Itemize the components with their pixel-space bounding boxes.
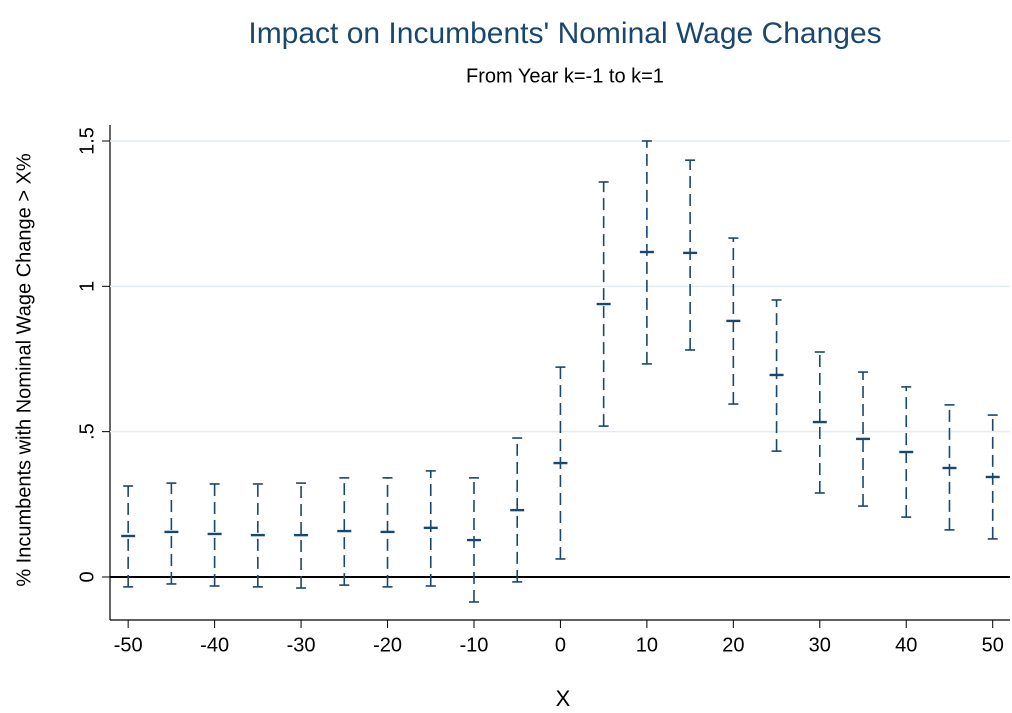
x-tick-label: 20 — [722, 634, 744, 656]
x-tick-label: -20 — [373, 634, 402, 656]
y-tick-label: .5 — [76, 423, 98, 440]
x-tick-label: 40 — [895, 634, 917, 656]
chart-title: Impact on Incumbents' Nominal Wage Chang… — [248, 17, 881, 50]
x-tick-label: -40 — [200, 634, 229, 656]
x-tick-label: -30 — [287, 634, 316, 656]
y-axis-title: % Incumbents with Nominal Wage Change > … — [13, 153, 35, 587]
chart-subtitle: From Year k=-1 to k=1 — [466, 65, 664, 87]
y-tick-label: 1 — [76, 281, 98, 292]
y-tick-label: 1.5 — [76, 127, 98, 155]
x-tick-label: 0 — [555, 634, 566, 656]
x-tick-label: 30 — [809, 634, 831, 656]
x-tick-label: -50 — [114, 634, 143, 656]
y-tick-label: 0 — [76, 571, 98, 582]
x-tick-label: -10 — [460, 634, 489, 656]
x-tick-label: 50 — [982, 634, 1004, 656]
x-tick-label: 10 — [636, 634, 658, 656]
x-axis-title: X — [556, 686, 571, 711]
